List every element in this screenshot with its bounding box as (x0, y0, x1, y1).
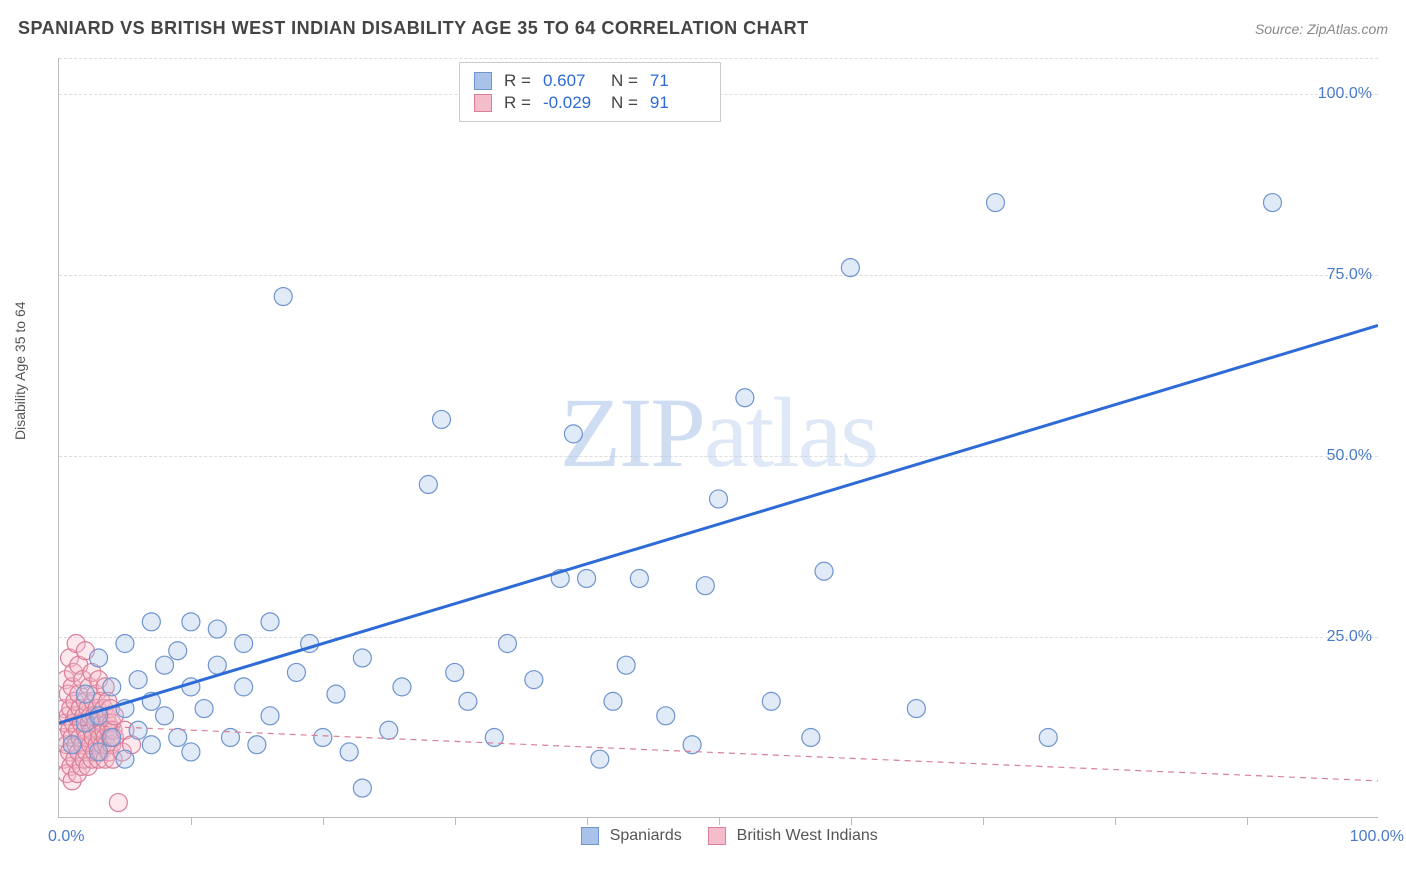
legend-r-label: R = (504, 93, 531, 113)
stats-legend: R = 0.607 N = 71 R = -0.029 N = 91 (459, 62, 721, 122)
x-axis-origin-label: 0.0% (48, 828, 84, 846)
legend-r-label: R = (504, 71, 531, 91)
x-axis-max-label: 100.0% (1350, 828, 1404, 846)
legend-row: R = -0.029 N = 91 (474, 93, 706, 113)
scatter-plot-svg (59, 58, 1378, 817)
x-tick (1247, 817, 1248, 825)
legend-n-label: N = (611, 93, 638, 113)
chart-plot-area: ZIPatlas R = 0.607 N = 71 R = -0.029 N =… (58, 58, 1378, 818)
legend-series-label: British West Indians (737, 827, 878, 844)
x-tick (323, 817, 324, 825)
legend-swatch-icon (474, 72, 492, 90)
legend-swatch-icon (474, 94, 492, 112)
x-tick (191, 817, 192, 825)
legend-row: R = 0.607 N = 71 (474, 71, 706, 91)
y-axis-label: Disability Age 35 to 64 (12, 301, 28, 440)
legend-r-value: -0.029 (543, 93, 599, 113)
x-tick (455, 817, 456, 825)
legend-swatch-icon (581, 827, 599, 845)
legend-series-label: Spaniards (610, 827, 682, 844)
legend-n-label: N = (611, 71, 638, 91)
x-tick (983, 817, 984, 825)
x-tick (719, 817, 720, 825)
legend-n-value: 71 (650, 71, 706, 91)
x-tick (587, 817, 588, 825)
x-tick (1115, 817, 1116, 825)
series-legend: Spaniards British West Indians (59, 827, 1378, 845)
legend-swatch-icon (708, 827, 726, 845)
chart-title: SPANIARD VS BRITISH WEST INDIAN DISABILI… (18, 18, 809, 39)
legend-n-value: 91 (650, 93, 706, 113)
source-attribution: Source: ZipAtlas.com (1255, 21, 1388, 37)
legend-r-value: 0.607 (543, 71, 599, 91)
x-tick (851, 817, 852, 825)
